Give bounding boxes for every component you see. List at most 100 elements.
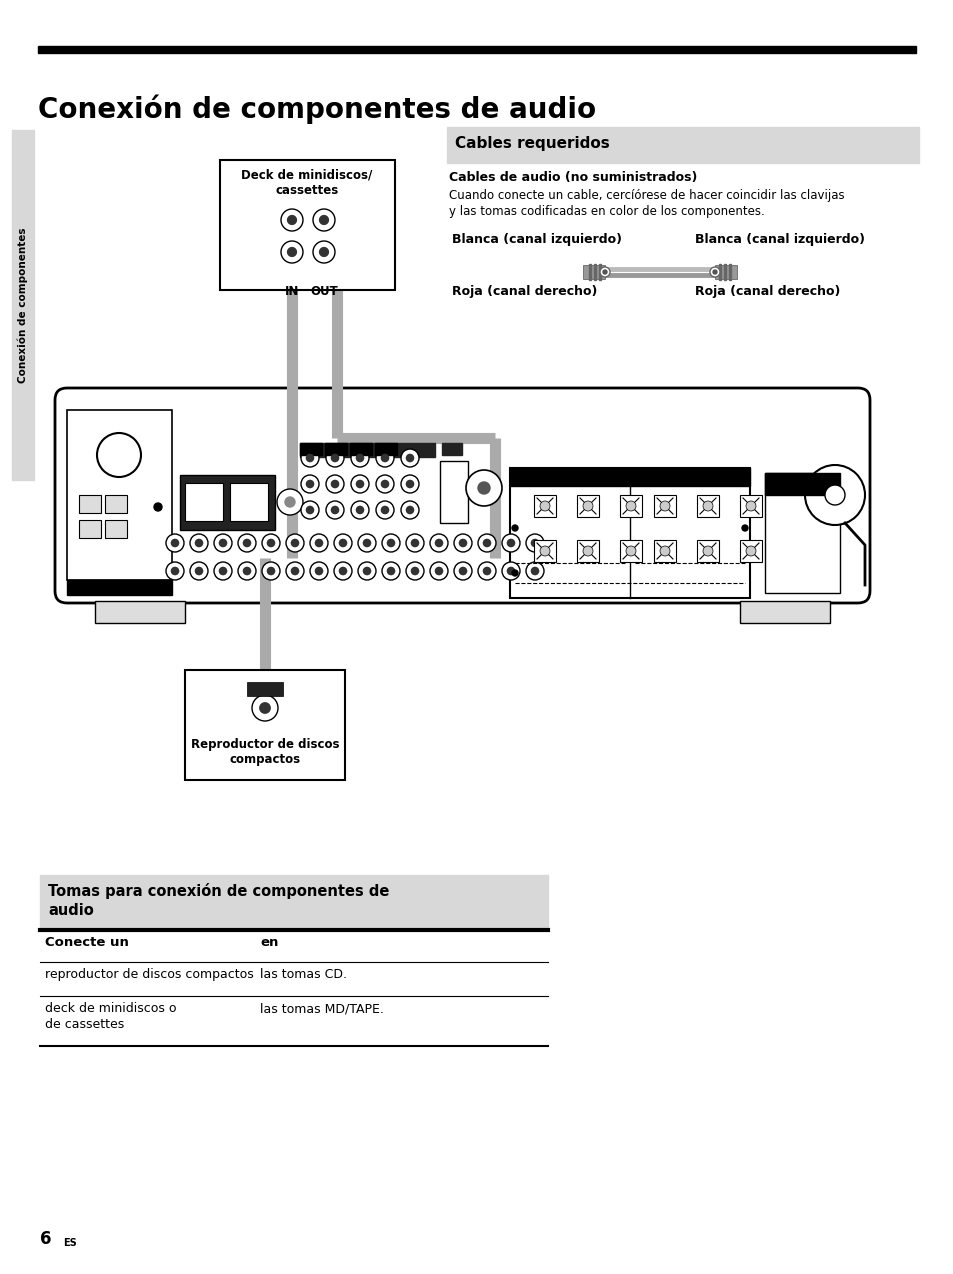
Bar [723,264,725,280]
Circle shape [435,567,442,575]
Bar [697,496,719,517]
Bar [38,46,915,54]
Circle shape [745,501,755,511]
Circle shape [512,569,517,576]
Circle shape [319,215,328,224]
Text: y las tomas codificadas en color de los componentes.: y las tomas codificadas en color de los … [449,205,764,218]
Circle shape [262,534,280,552]
Circle shape [411,539,418,547]
Circle shape [313,241,335,262]
Circle shape [400,448,418,468]
Bar [740,601,829,623]
Text: las tomas CD.: las tomas CD. [260,968,347,981]
Circle shape [195,567,202,575]
Circle shape [381,480,388,488]
Circle shape [356,455,363,461]
Circle shape [483,567,490,575]
Circle shape [363,539,370,547]
Circle shape [406,534,423,552]
Circle shape [331,506,338,513]
Circle shape [582,547,593,555]
Circle shape [219,539,227,547]
Bar [510,468,749,598]
Circle shape [351,448,369,468]
Bar [185,483,223,521]
Bar [740,496,761,517]
Circle shape [400,501,418,519]
Circle shape [172,539,178,547]
Circle shape [411,567,418,575]
Bar [220,161,395,290]
Circle shape [276,489,303,515]
Circle shape [582,501,593,511]
Circle shape [599,268,609,276]
Bar [447,127,918,163]
Circle shape [262,562,280,580]
Circle shape [381,455,388,461]
Circle shape [339,539,346,547]
Bar [105,496,127,513]
Circle shape [281,241,303,262]
Circle shape [97,433,141,476]
Circle shape [357,534,375,552]
Circle shape [281,209,303,231]
Circle shape [301,501,318,519]
Bar [325,443,347,455]
Text: en: en [260,936,278,949]
Circle shape [291,539,298,547]
Circle shape [741,525,747,531]
Text: OUT: OUT [310,285,337,298]
Circle shape [539,547,550,555]
Bar [654,496,676,517]
Circle shape [356,506,363,513]
Circle shape [306,480,314,488]
Bar [12,130,34,480]
Circle shape [659,501,669,511]
Circle shape [172,567,178,575]
Bar [534,496,556,517]
Circle shape [166,534,184,552]
Circle shape [531,539,538,547]
Bar [654,540,676,562]
Bar [619,540,641,562]
Circle shape [331,480,338,488]
Circle shape [507,567,514,575]
Bar [180,475,274,530]
Circle shape [286,562,304,580]
Bar [588,264,590,280]
Circle shape [285,497,294,507]
Circle shape [406,506,414,513]
Bar [375,443,396,455]
Text: Cables de audio (no suministrados): Cables de audio (no suministrados) [449,171,697,183]
Circle shape [237,562,255,580]
Circle shape [387,539,395,547]
Circle shape [477,534,496,552]
Circle shape [501,534,519,552]
Text: Blanca (canal izquierdo): Blanca (canal izquierdo) [695,233,864,246]
Bar [719,264,720,280]
Bar [67,410,172,580]
Text: Cuando conecte un cable, cercíórese de hacer coincidir las clavijas: Cuando conecte un cable, cercíórese de h… [449,189,843,203]
Circle shape [301,475,318,493]
Circle shape [477,482,490,494]
Circle shape [406,562,423,580]
Text: IN: IN [285,285,299,298]
Bar [299,443,322,455]
Text: audio: audio [48,903,93,919]
Circle shape [465,470,501,506]
Bar [40,875,547,930]
Text: Conexión de componentes: Conexión de componentes [18,227,29,382]
Circle shape [454,562,472,580]
Bar [619,496,641,517]
Circle shape [153,503,162,511]
Circle shape [267,539,274,547]
Circle shape [507,539,514,547]
Circle shape [375,475,394,493]
Circle shape [267,567,274,575]
Circle shape [306,506,314,513]
Circle shape [326,475,344,493]
Circle shape [286,534,304,552]
Circle shape [406,455,414,461]
Bar [728,264,730,280]
Text: compactos: compactos [230,753,300,766]
